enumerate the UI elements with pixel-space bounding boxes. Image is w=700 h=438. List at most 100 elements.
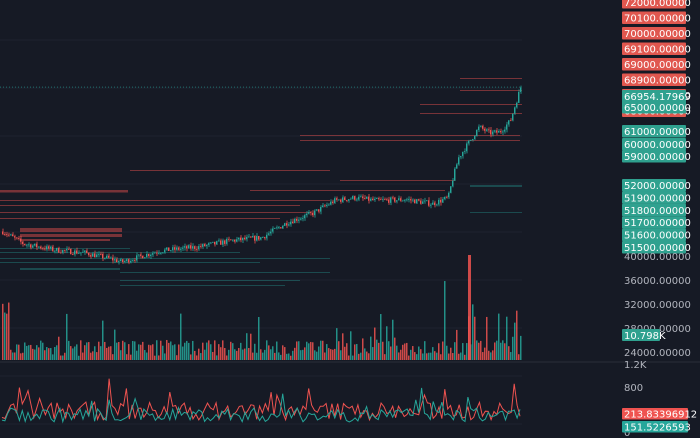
candle bbox=[352, 196, 354, 199]
candle bbox=[152, 253, 154, 255]
volume-bar bbox=[26, 345, 28, 360]
volume-bar bbox=[272, 346, 274, 360]
volume-bar bbox=[270, 349, 272, 360]
volume-bar bbox=[462, 343, 464, 360]
bid-price-tag bbox=[622, 125, 686, 138]
bid-level-line bbox=[120, 285, 285, 286]
candle bbox=[336, 198, 338, 200]
volume-bar bbox=[8, 302, 10, 360]
volume-bar bbox=[510, 352, 512, 360]
candle bbox=[416, 199, 418, 204]
volume-bar bbox=[338, 341, 340, 360]
candle bbox=[406, 199, 408, 201]
volume-bar bbox=[256, 352, 258, 360]
volume-bar bbox=[406, 342, 408, 360]
volume-bar bbox=[110, 346, 112, 360]
candle bbox=[138, 254, 140, 256]
volume-bar bbox=[224, 348, 226, 360]
candle bbox=[494, 130, 496, 132]
volume-bar bbox=[410, 349, 412, 360]
volume-bar bbox=[366, 351, 368, 360]
volume-bar bbox=[274, 352, 276, 360]
volume-bar bbox=[172, 345, 174, 360]
price-tick-label: 24000.00000 bbox=[624, 348, 691, 359]
volume-bar bbox=[180, 313, 182, 360]
candle bbox=[132, 260, 134, 261]
volume-bar bbox=[452, 353, 454, 360]
volume-bar bbox=[344, 346, 346, 360]
volume-bar bbox=[282, 345, 284, 360]
candle bbox=[44, 248, 46, 250]
candle bbox=[18, 238, 20, 239]
indicator-tick-label: 800 bbox=[624, 383, 643, 394]
candle bbox=[408, 199, 410, 200]
candle bbox=[154, 252, 156, 254]
candle bbox=[74, 250, 76, 255]
volume-bar bbox=[422, 353, 424, 360]
candle bbox=[168, 247, 170, 252]
candle bbox=[30, 244, 32, 248]
volume-bar bbox=[402, 344, 404, 360]
bid-price-label: 61000.00000 bbox=[624, 127, 691, 138]
candle bbox=[512, 113, 514, 121]
bid-price-tag bbox=[622, 216, 686, 229]
price-axis: 72000.00000 70100.00000 70000.00000 69100.0… bbox=[622, 0, 697, 438]
candle bbox=[480, 125, 482, 127]
volume-bar bbox=[96, 352, 98, 360]
candle bbox=[500, 131, 502, 133]
volume-bar bbox=[502, 340, 504, 360]
candle bbox=[46, 246, 48, 250]
volume-bar bbox=[370, 336, 372, 360]
volume-bar bbox=[486, 316, 488, 360]
candle bbox=[496, 130, 498, 133]
candle bbox=[140, 254, 142, 256]
candle bbox=[348, 199, 350, 201]
candle bbox=[234, 239, 236, 242]
volume-bar bbox=[312, 342, 314, 360]
candle bbox=[198, 246, 200, 250]
candle bbox=[244, 237, 246, 240]
indicator-lines bbox=[1, 378, 521, 424]
volume-bar bbox=[512, 336, 514, 360]
volume-bar bbox=[12, 352, 14, 360]
candle bbox=[318, 209, 320, 212]
volume-bar bbox=[244, 348, 246, 360]
ask-price-label: 69100.00000 bbox=[624, 45, 691, 56]
volume-bar bbox=[394, 337, 396, 360]
volume-bar bbox=[442, 341, 444, 360]
candle bbox=[398, 198, 400, 201]
ask-level-line bbox=[250, 190, 445, 191]
volume-bar bbox=[212, 351, 214, 360]
candle bbox=[126, 259, 128, 262]
candle bbox=[108, 255, 110, 258]
candle bbox=[454, 168, 456, 181]
candle bbox=[10, 234, 12, 236]
candle bbox=[412, 199, 414, 201]
volume-bar bbox=[250, 333, 252, 360]
candle bbox=[218, 240, 220, 242]
volume-bar bbox=[332, 349, 334, 360]
volume-bar bbox=[326, 344, 328, 360]
volume-bar bbox=[230, 341, 232, 360]
candle bbox=[28, 244, 30, 246]
volume-bar bbox=[162, 345, 164, 360]
volume-bar bbox=[390, 346, 392, 360]
volume-bar bbox=[138, 344, 140, 360]
candle bbox=[396, 200, 398, 202]
candle bbox=[366, 196, 368, 199]
candle bbox=[50, 246, 52, 249]
volume-bar bbox=[158, 355, 160, 360]
candle bbox=[422, 201, 424, 204]
candle bbox=[148, 253, 150, 256]
volume-bar bbox=[156, 340, 158, 360]
candle bbox=[464, 151, 466, 153]
volume-bar bbox=[38, 347, 40, 360]
candle bbox=[462, 151, 464, 157]
volume-bar bbox=[300, 350, 302, 360]
volume-bar bbox=[168, 342, 170, 360]
candle bbox=[442, 199, 444, 203]
volume-bar bbox=[262, 352, 264, 360]
candle bbox=[192, 246, 194, 249]
volume-bars bbox=[2, 255, 522, 360]
